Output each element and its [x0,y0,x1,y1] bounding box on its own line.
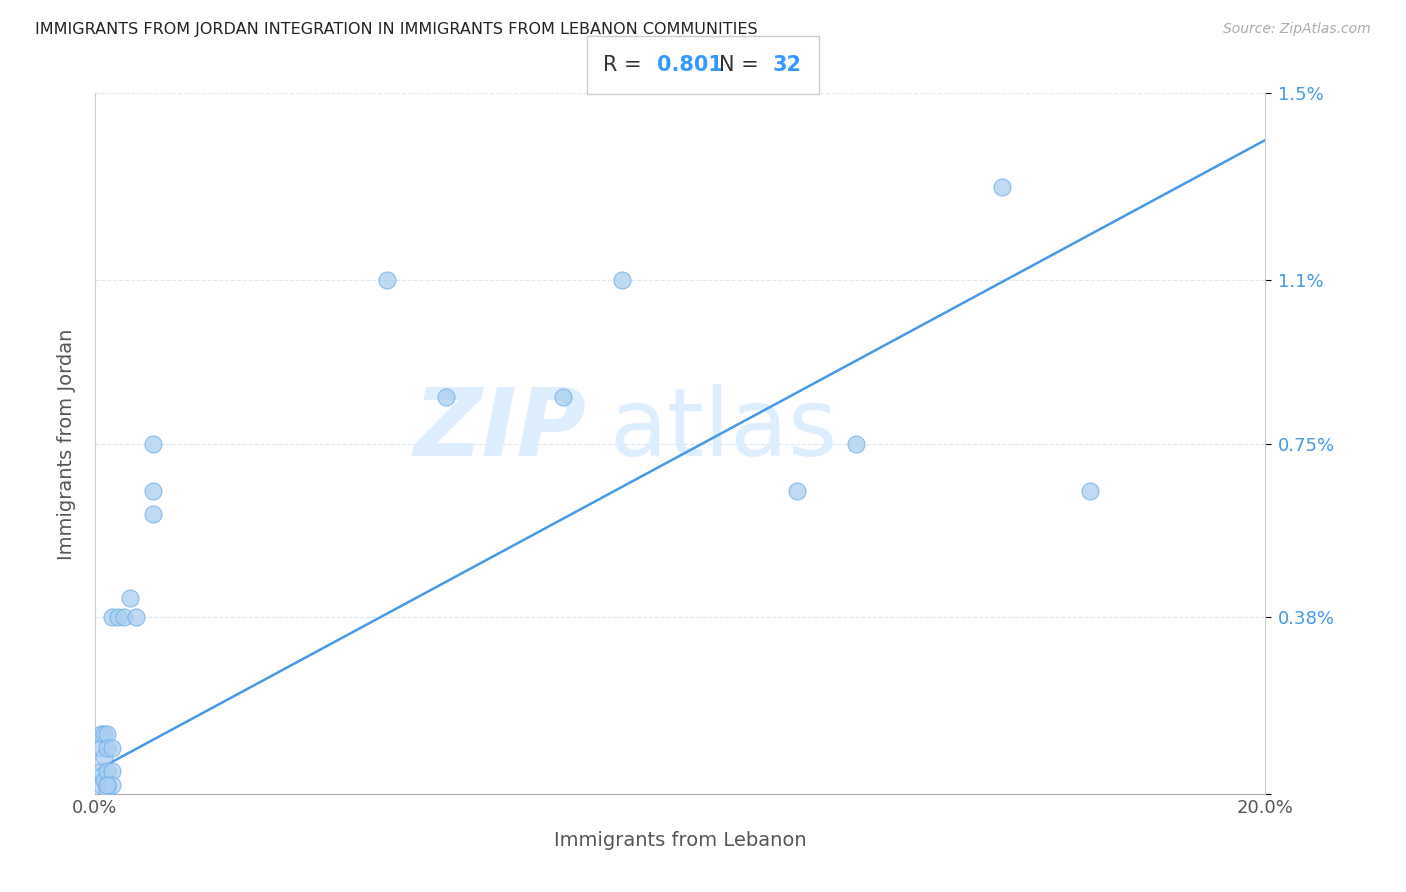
Point [101,740,124,755]
Point [101,764,124,778]
Point [93,773,115,788]
Point [101,610,124,624]
Point [112,610,135,624]
Text: ZIP: ZIP [413,384,586,476]
Point [551,390,574,404]
X-axis label: Immigrants from Lebanon: Immigrants from Lebanon [554,831,807,850]
Point [90,764,112,778]
Point [434,390,457,404]
Point [118,591,141,606]
Text: R =: R = [603,54,648,75]
Point [96,764,118,778]
Point [93,727,115,741]
Point [101,778,124,792]
Point [96,778,118,792]
Text: Source: ZipAtlas.com: Source: ZipAtlas.com [1223,22,1371,37]
Point [107,610,129,624]
Point [142,507,165,521]
Point [90,727,112,741]
Point [96,782,118,797]
Text: 32: 32 [773,54,801,75]
Point [90,740,112,755]
Point [142,483,165,498]
Point [1078,483,1101,498]
Point [377,273,399,287]
Point [610,273,633,287]
Point [125,610,148,624]
Text: atlas: atlas [610,384,838,476]
Text: IMMIGRANTS FROM JORDAN INTEGRATION IN IMMIGRANTS FROM LEBANON COMMUNITIES: IMMIGRANTS FROM JORDAN INTEGRATION IN IM… [35,22,758,37]
Y-axis label: Immigrants from Jordan: Immigrants from Jordan [58,328,76,559]
Point [786,483,808,498]
Point [90,778,112,792]
Point [96,727,118,741]
Text: 0.801: 0.801 [657,54,723,75]
Point [96,778,118,792]
Point [96,740,118,755]
Point [845,437,868,451]
Point [142,437,165,451]
Point [991,179,1014,194]
Point [93,750,115,764]
FancyBboxPatch shape [588,36,818,94]
Text: N =: N = [720,54,766,75]
